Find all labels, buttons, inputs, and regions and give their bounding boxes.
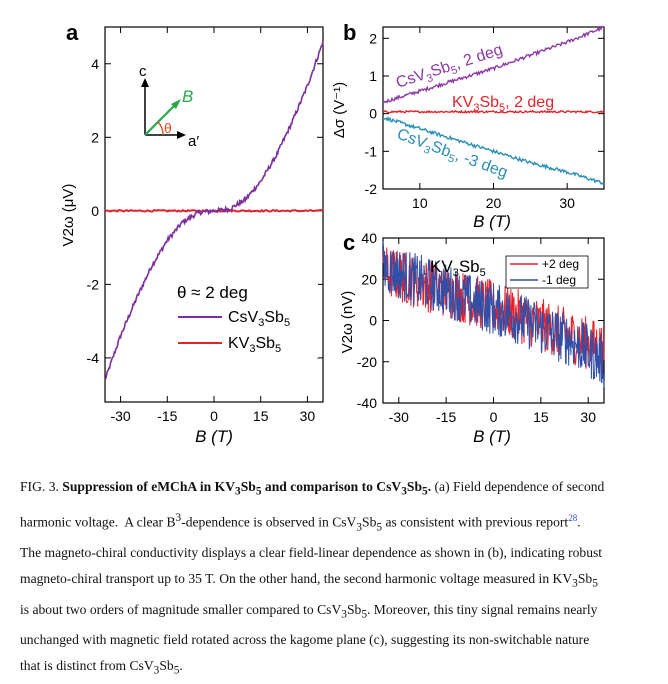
tick-label: 10 (412, 195, 428, 211)
tick-label: 2 (369, 30, 377, 46)
annotation-kv-2deg: KV3Sb5, 2 deg (452, 94, 554, 114)
figure-caption: FIG. 3. Suppression of eMChA in KV3Sb5 a… (20, 474, 650, 684)
panel-b-label: b (343, 20, 356, 45)
tick-label: -4 (87, 350, 100, 366)
tick-label: 20 (486, 195, 502, 211)
panel-b-xticks: 10 20 30 (412, 27, 575, 211)
caption-line-3: The magneto-chiral conductivity displays… (20, 544, 603, 560)
arrow-right-icon (177, 131, 186, 139)
tick-label: 1 (369, 68, 377, 84)
caption-line-4: magneto-chiral transport up to 35 T. On … (20, 570, 598, 590)
tick-label: 0 (91, 203, 99, 219)
panel-b-series-cs-2deg (382, 25, 605, 104)
panel-c-xticks: -30 -15 0 15 30 (389, 238, 596, 425)
panel-a-inset: c B θ a′ (139, 63, 199, 150)
panel-c-yticks: 40 20 0 -20 -40 (357, 230, 604, 411)
tick-label: -30 (110, 408, 130, 424)
panel-a-series-csv3sb5 (104, 40, 324, 380)
panel-c-title: KV3Sb5 (430, 257, 486, 279)
legend-item-minus1: -1 deg (542, 273, 576, 287)
tick-label: 0 (369, 313, 377, 329)
panel-b-xlabel: B (T) (473, 212, 511, 231)
legend-item-kv3sb5: KV3Sb5 (228, 335, 281, 355)
tick-label: -20 (357, 354, 377, 370)
tick-label: 30 (300, 408, 316, 424)
tick-label: 30 (559, 195, 575, 211)
tick-label: 20 (361, 271, 377, 287)
tick-label: -1 (365, 143, 378, 159)
tick-label: 15 (253, 408, 269, 424)
panel-b-series-kv-2deg (382, 109, 605, 114)
panel-a-ylabel: V2ω (μV) (60, 184, 77, 247)
panel-c-label: c (343, 230, 355, 255)
panel-a-yticks: 4 2 0 -2 -4 (87, 56, 323, 366)
panel-c-ylabel: V2ω (nV) (339, 291, 356, 354)
panel-a-xticks: -30 -15 0 15 30 (110, 27, 315, 424)
panel-c-xlabel: B (T) (473, 427, 511, 446)
panel-a-xlabel: B (T) (195, 427, 233, 446)
tick-label: -15 (157, 408, 177, 424)
panel-c-series-minus1 (382, 241, 605, 388)
caption-line-7: that is distinct from CsV3Sb5. (20, 658, 183, 678)
legend-title: θ ≈ 2 deg (177, 283, 248, 302)
legend-item-csv3sb5: CsV3Sb5 (228, 309, 290, 329)
panel-b-series-cs-m3deg (382, 115, 605, 185)
tick-label: -30 (389, 409, 409, 425)
panel-b-yticks: 2 1 0 -1 -2 (365, 30, 604, 197)
annotation-cs-2deg: CsV3Sb5, 2 deg (394, 41, 506, 94)
tick-label: -2 (365, 181, 378, 197)
panel-a: a 4 2 0 -2 -4 -30 -15 0 15 30 V2ω (μV) B (T) c B… (60, 20, 324, 446)
tick-label: 30 (580, 409, 596, 425)
panel-a-legend: θ ≈ 2 deg CsV3Sb5 KV3Sb5 (172, 278, 318, 358)
inset-b-label: B (182, 87, 193, 106)
tick-label: 2 (91, 129, 99, 145)
caption-line-1: FIG. 3. Suppression of eMChA in KV3Sb5 a… (20, 479, 605, 498)
tick-label: -15 (436, 409, 456, 425)
panel-c: c 40 20 0 -20 -40 -30 -15 0 15 30 V2ω (nV) B (T)… (339, 230, 605, 446)
inset-c-label: c (139, 63, 147, 80)
tick-label: 0 (369, 106, 377, 122)
tick-label: -40 (357, 395, 377, 411)
tick-label: 0 (490, 409, 498, 425)
legend-item-plus2: +2 deg (542, 257, 579, 271)
arrow-up-icon (141, 78, 149, 87)
inset-a-label: a′ (188, 133, 199, 150)
figure-3: a 420-2-4 -30 -15 0 15 30 V2ω (μV) B (T) c B… (60, 20, 605, 446)
tick-label: 40 (361, 230, 377, 246)
tick-label: 15 (533, 409, 549, 425)
caption-line-2: harmonic voltage. A clear B3-dependence … (20, 511, 581, 533)
tick-label: 4 (91, 56, 99, 72)
caption-line-5: is about two orders of magnitude smaller… (20, 601, 598, 621)
tick-label: -2 (87, 276, 100, 292)
inset-theta-label: θ (164, 120, 172, 136)
panel-c-legend: +2 deg -1 deg (505, 255, 589, 289)
caption-line-6: unchanged with magnetic field rotated ac… (20, 632, 590, 648)
panel-b-ylabel: Δσ (V⁻¹) (331, 82, 348, 138)
arrow-diagonal-icon (171, 99, 181, 109)
panel-a-label: a (66, 20, 79, 45)
tick-label: 0 (210, 408, 218, 424)
annotation-cs-m3deg: CsV3Sb5, -3 deg (394, 126, 510, 185)
panel-b: b 210-1-2 10 20 30 Δσ (V⁻¹) B (T) CsV3Sb5,… (331, 20, 605, 231)
